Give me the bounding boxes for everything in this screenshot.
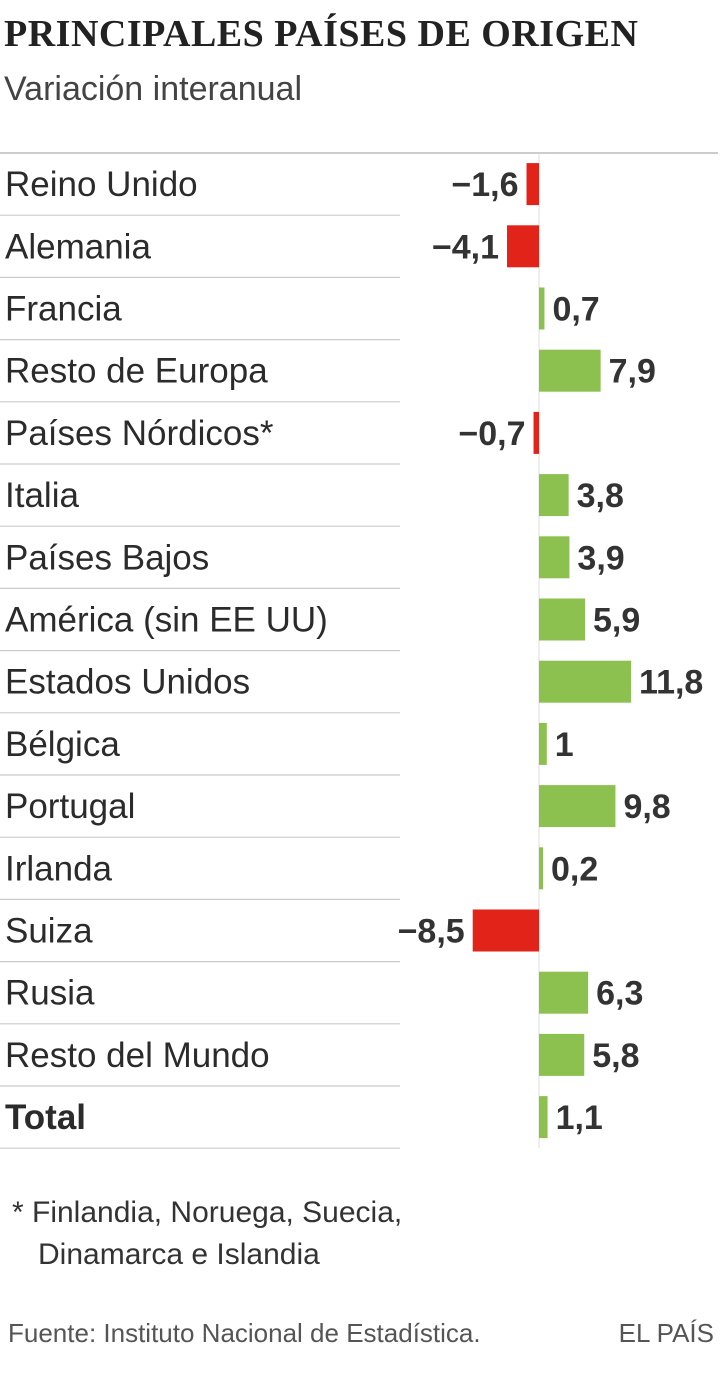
bar — [539, 847, 543, 890]
category-label: Irlanda — [5, 849, 113, 888]
bar — [472, 909, 539, 952]
category-label: Total — [5, 1098, 86, 1137]
category-label: Países Bajos — [5, 538, 209, 577]
footnote-line-1: * Finlandia, Noruega, Suecia, — [12, 1196, 403, 1229]
category-label: Resto de Europa — [5, 352, 268, 391]
category-label: Suiza — [5, 912, 93, 951]
category-label: Italia — [5, 476, 79, 515]
bar — [539, 1033, 585, 1076]
data-label: 9,8 — [623, 788, 670, 826]
category-label: Resto del Mundo — [5, 1036, 270, 1075]
bar — [539, 660, 632, 703]
category-label: Francia — [5, 290, 122, 329]
bar — [539, 1096, 548, 1139]
data-label: 6,3 — [596, 975, 643, 1013]
bar — [539, 536, 570, 579]
bar — [533, 411, 539, 454]
bar — [539, 598, 586, 641]
data-label: 3,9 — [577, 539, 624, 577]
bar — [526, 163, 539, 206]
data-label: −0,7 — [458, 415, 525, 453]
data-label: 0,2 — [551, 850, 598, 888]
footnote-line-2: Dinamarca e Islandia — [38, 1238, 320, 1271]
category-label: Portugal — [5, 787, 135, 826]
bar — [539, 474, 569, 517]
data-label: −8,5 — [398, 913, 465, 951]
bar — [539, 785, 616, 828]
data-label: 7,9 — [609, 353, 656, 391]
data-label: 1,1 — [556, 1099, 603, 1137]
data-label: 0,7 — [552, 291, 599, 329]
category-label: Alemania — [5, 227, 151, 266]
data-label: 5,8 — [592, 1037, 639, 1075]
data-label: −4,1 — [432, 228, 499, 266]
chart-subtitle: Variación interanual — [4, 70, 302, 108]
footnote: * Finlandia, Noruega, Suecia, Dinamarca … — [12, 1192, 402, 1276]
category-label: América (sin EE UU) — [5, 601, 328, 640]
bar — [539, 287, 545, 330]
category-label: Bélgica — [5, 725, 120, 764]
bar — [539, 349, 601, 392]
category-label: Reino Unido — [5, 165, 198, 204]
category-label: Rusia — [5, 974, 95, 1013]
data-label: 11,8 — [639, 664, 703, 702]
data-label: 5,9 — [593, 602, 640, 640]
chart-title: PRINCIPALES PAÍSES DE ORIGEN — [4, 13, 639, 55]
bar — [507, 225, 539, 268]
brand-logo: EL PAÍS — [618, 1318, 714, 1348]
bar — [539, 971, 589, 1014]
category-label: Países Nórdicos* — [5, 414, 274, 453]
bar — [539, 722, 547, 765]
source-note: Fuente: Instituto Nacional de Estadístic… — [8, 1318, 481, 1348]
category-label: Estados Unidos — [5, 663, 250, 702]
data-label: 1 — [555, 726, 574, 764]
data-label: −1,6 — [451, 166, 518, 204]
bar-chart: Reino Unido −1,6 Alemania −4,1 Francia 0,7 Res… — [0, 152, 718, 1149]
data-label: 3,8 — [577, 477, 624, 515]
